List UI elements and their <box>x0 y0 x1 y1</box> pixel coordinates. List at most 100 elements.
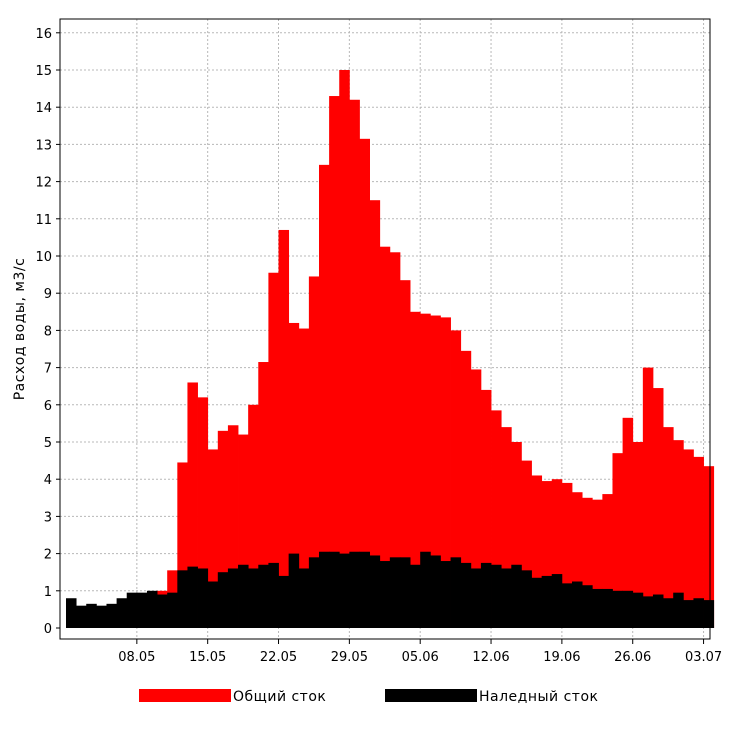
bar-ice-runoff <box>511 564 522 628</box>
bar-ice-runoff <box>491 564 502 628</box>
bar-ice-runoff <box>389 557 401 628</box>
bar-ice-runoff <box>177 570 188 628</box>
bar-ice-runoff <box>673 592 684 628</box>
bar-ice-runoff <box>288 553 300 628</box>
bar-ice-runoff <box>126 592 138 628</box>
bar-ice-runoff <box>450 557 462 628</box>
bar-total-runoff <box>673 440 684 628</box>
bar-ice-runoff <box>167 592 178 628</box>
y-tick-label: 1 <box>44 585 52 600</box>
x-tick-label: 08.05 <box>118 650 155 665</box>
bar-total-runoff <box>308 276 320 628</box>
bar-ice-runoff <box>217 572 229 628</box>
bar-ice-runoff <box>308 557 320 628</box>
legend: Общий сток Наледный сток <box>139 689 598 705</box>
bar-total-runoff <box>339 70 350 628</box>
y-tick-label: 4 <box>44 473 52 488</box>
bar-ice-runoff <box>66 598 77 628</box>
bar-ice-runoff <box>683 600 694 628</box>
bar-ice-runoff <box>399 557 411 628</box>
y-tick-label: 6 <box>44 399 52 414</box>
bar-total-runoff <box>369 200 381 628</box>
bar-ice-runoff <box>622 590 634 628</box>
bar-ice-runoff <box>430 555 441 628</box>
legend-label-ice: Наледный сток <box>479 689 598 705</box>
bar-total-runoff <box>531 475 543 628</box>
bar-total-runoff <box>663 427 674 628</box>
bar-total-runoff <box>491 410 502 628</box>
y-tick-label: 3 <box>44 510 52 525</box>
bar-total-runoff <box>238 434 249 628</box>
bar-ice-runoff <box>227 568 239 628</box>
bar-ice-runoff <box>703 600 715 628</box>
bar-total-runoff <box>683 449 694 628</box>
bar-total-runoff <box>642 367 654 628</box>
bar-total-runoff <box>450 330 462 628</box>
y-tick-label: 13 <box>35 138 52 153</box>
bar-total-runoff <box>349 99 360 628</box>
bar-ice-runoff <box>693 598 704 628</box>
bar-total-runoff <box>207 449 219 628</box>
bar-total-runoff <box>319 164 330 629</box>
y-tick-label: 8 <box>44 324 52 339</box>
bar-total-runoff <box>521 460 532 628</box>
bar-total-runoff <box>602 494 613 628</box>
bar-total-runoff <box>410 311 421 628</box>
bar-ice-runoff <box>298 568 310 628</box>
bar-total-runoff <box>582 497 593 628</box>
bar-ice-runoff <box>86 603 97 628</box>
bar-ice-runoff <box>278 575 290 628</box>
bar-ice-runoff <box>258 564 269 628</box>
bar-ice-runoff <box>480 562 492 628</box>
bar-total-runoff <box>389 252 401 628</box>
bar-ice-runoff <box>359 551 370 628</box>
bar-ice-runoff <box>106 603 117 628</box>
bar-ice-runoff <box>207 581 219 628</box>
y-tick-label: 5 <box>44 436 52 451</box>
bar-total-runoff <box>622 417 634 628</box>
y-tick-label: 7 <box>44 362 52 377</box>
bar-total-runoff <box>399 280 411 628</box>
x-tick-label: 12.06 <box>472 650 509 665</box>
bar-total-runoff <box>511 442 522 628</box>
bar-ice-runoff <box>157 594 168 628</box>
bar-total-runoff <box>592 499 603 628</box>
x-tick-label: 22.05 <box>260 650 297 665</box>
bar-ice-runoff <box>602 588 613 628</box>
bar-ice-runoff <box>146 590 158 628</box>
bar-ice-runoff <box>96 605 107 628</box>
y-tick-label: 14 <box>35 101 52 116</box>
bar-total-runoff <box>612 453 623 628</box>
x-tick-label: 05.06 <box>402 650 439 665</box>
y-tick-label: 9 <box>44 287 52 302</box>
y-tick-label: 2 <box>44 548 52 563</box>
bar-ice-runoff <box>349 551 360 628</box>
bar-total-runoff <box>258 362 269 628</box>
series-total-runoff <box>157 70 715 629</box>
bar-total-runoff <box>460 350 472 628</box>
bar-total-runoff <box>420 313 431 628</box>
bar-total-runoff <box>359 138 370 628</box>
bar-total-runoff <box>288 322 300 628</box>
bar-total-runoff <box>501 427 512 628</box>
x-tick-label: 29.05 <box>331 650 368 665</box>
bar-total-runoff <box>430 315 441 628</box>
bar-ice-runoff <box>116 598 128 628</box>
y-tick-label: 12 <box>35 176 52 191</box>
bar-total-runoff <box>379 246 391 628</box>
bar-total-runoff <box>227 425 239 628</box>
bar-ice-runoff <box>440 561 451 628</box>
bar-total-runoff <box>703 466 715 628</box>
bar-ice-runoff <box>541 575 553 628</box>
bar-ice-runoff <box>582 585 593 628</box>
bar-ice-runoff <box>187 566 198 628</box>
bar-total-runoff <box>278 229 290 628</box>
bar-ice-runoff <box>612 590 623 628</box>
legend-label-total: Общий сток <box>233 689 326 705</box>
bar-total-runoff <box>268 272 279 628</box>
bar-ice-runoff <box>460 562 472 628</box>
bar-ice-runoff <box>248 568 259 628</box>
bar-total-runoff <box>440 317 451 628</box>
bar-ice-runoff <box>470 568 482 628</box>
